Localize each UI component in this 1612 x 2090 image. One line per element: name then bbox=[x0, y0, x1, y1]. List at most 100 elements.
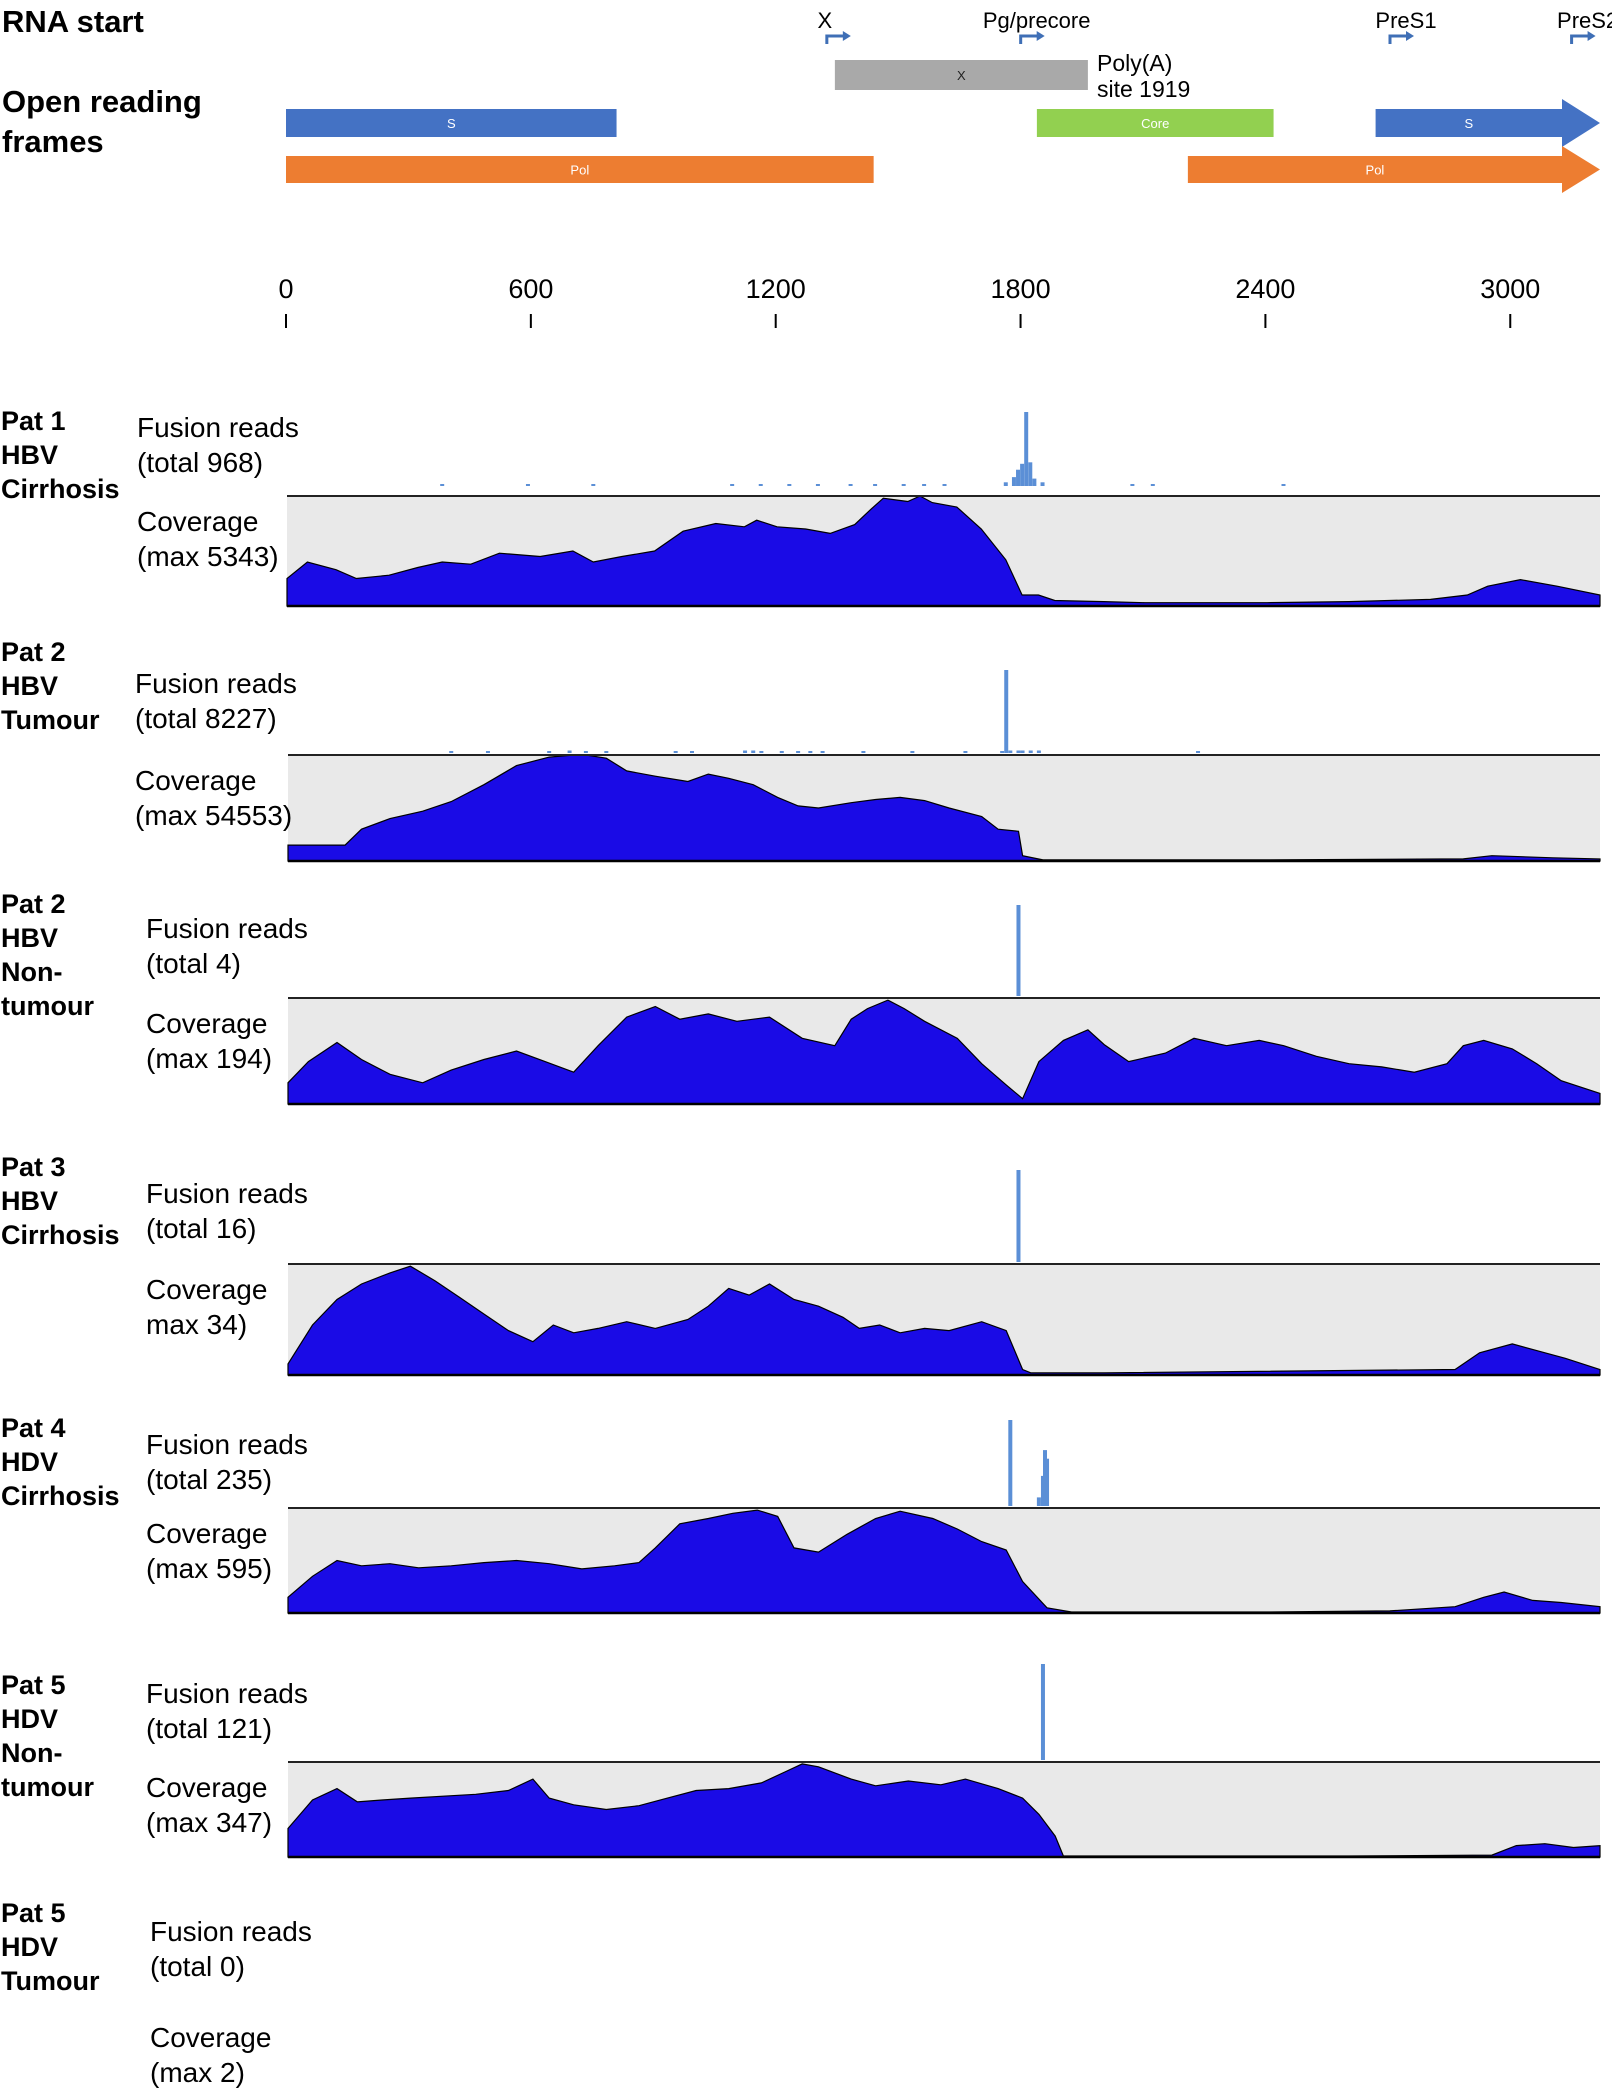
coverage-label-line: Coverage bbox=[146, 1772, 268, 1803]
coverage-label-line: Coverage bbox=[146, 1274, 268, 1305]
fusion-reads-label-line: Fusion reads bbox=[150, 1916, 312, 1947]
fusion-bar-0-15 bbox=[1020, 463, 1025, 486]
axis-tick-label-0: 0 bbox=[278, 274, 293, 304]
fusion-bar-4-1 bbox=[1036, 1497, 1041, 1506]
fusion-bar-0-6 bbox=[815, 484, 820, 486]
fusion-bar-1-17 bbox=[963, 751, 968, 753]
sample-label-line: Pat 1 bbox=[1, 406, 66, 436]
fusion-reads-label-4: Fusion reads (total 235) bbox=[146, 1427, 308, 1497]
orf-label-pol-5: Pol bbox=[1366, 163, 1385, 178]
coverage-label-line: (max 54553) bbox=[135, 800, 293, 831]
fusion-bar-0-0 bbox=[440, 484, 445, 486]
rna-start-arrow-1 bbox=[1019, 34, 1039, 44]
sample-label-line: Pat 3 bbox=[1, 1152, 66, 1182]
sample-label-4: Pat 4 HDV Cirrhosis bbox=[1, 1411, 120, 1513]
fusion-bar-0-8 bbox=[873, 484, 878, 486]
fusion-bar-0-3 bbox=[730, 484, 735, 486]
fusion-bar-0-10 bbox=[922, 484, 927, 486]
sample-label-line: HDV bbox=[1, 1447, 59, 1477]
fusion-reads-label-6: Fusion reads (total 0) bbox=[150, 1914, 312, 1984]
fusion-bar-0-21 bbox=[1150, 484, 1155, 486]
rna-start-label-0: X bbox=[817, 8, 832, 33]
sample-label-line: Tumour bbox=[1, 705, 100, 735]
fusion-bar-0-20 bbox=[1130, 484, 1135, 486]
rna-start-arrow-3 bbox=[1570, 34, 1590, 44]
fusion-bar-4-0 bbox=[1008, 1420, 1013, 1506]
orf-title: Open reading frames bbox=[2, 82, 202, 162]
fusion-bar-1-25 bbox=[1196, 751, 1201, 753]
fusion-reads-label-3: Fusion reads (total 16) bbox=[146, 1176, 308, 1246]
fusion-reads-label-line: (total 235) bbox=[146, 1464, 273, 1495]
fusion-bar-0-18 bbox=[1032, 478, 1037, 486]
coverage-area-4 bbox=[287, 1509, 1601, 1614]
sample-label-line: Pat 2 bbox=[1, 637, 66, 667]
coverage-label-0: Coverage (max 5343) bbox=[137, 504, 279, 574]
fusion-bar-5-0 bbox=[1040, 1664, 1045, 1760]
sample-label-line: Pat 5 bbox=[1, 1898, 66, 1928]
fusion-reads-label-line: Fusion reads bbox=[137, 412, 299, 443]
rna-start-arrowhead-0 bbox=[842, 31, 851, 41]
fusion-bar-1-12 bbox=[796, 751, 801, 753]
fusion-bar-4-2 bbox=[1040, 1475, 1045, 1506]
fusion-bar-3-0 bbox=[1016, 1170, 1021, 1262]
fusion-bar-1-13 bbox=[808, 751, 813, 753]
sample-label-line: HBV bbox=[1, 1186, 59, 1216]
orf-label-s-0: S bbox=[447, 116, 456, 131]
rna-start-arrow-2 bbox=[1388, 34, 1408, 44]
rna-start-label-2: PreS1 bbox=[1375, 8, 1436, 33]
coverage-label-line: (max 5343) bbox=[137, 541, 279, 572]
fusion-bar-0-7 bbox=[848, 484, 853, 486]
fusion-bar-1-14 bbox=[820, 751, 825, 753]
sample-label-line: Pat 5 bbox=[1, 1670, 66, 1700]
coverage-label-line: (max 2) bbox=[150, 2057, 245, 2088]
fusion-bar-1-10 bbox=[759, 751, 764, 753]
orf-title-line2: frames bbox=[2, 124, 104, 159]
fusion-bar-1-23 bbox=[1028, 750, 1033, 753]
fusion-reads-label-line: Fusion reads bbox=[146, 1678, 308, 1709]
fusion-bar-1-19 bbox=[1004, 670, 1009, 753]
coverage-label-1: Coverage (max 54553) bbox=[135, 763, 292, 833]
polya-line1: Poly(A) bbox=[1097, 50, 1173, 76]
fusion-bar-1-2 bbox=[547, 751, 552, 753]
fusion-reads-label-1: Fusion reads (total 8227) bbox=[135, 666, 297, 736]
rna-start-label-1: Pg/precore bbox=[983, 8, 1091, 33]
rna-start-arrowhead-1 bbox=[1036, 31, 1045, 41]
axis-tick-label-600: 600 bbox=[508, 274, 553, 304]
coverage-label-line: (max 595) bbox=[146, 1553, 273, 1584]
sample-label-line: tumour bbox=[1, 991, 94, 1021]
coverage-label-line: Coverage bbox=[150, 2022, 272, 2053]
orf-label-x-2: X bbox=[957, 68, 966, 83]
fusion-bar-1-8 bbox=[743, 750, 748, 753]
orf-bar-s-4 bbox=[1375, 99, 1600, 147]
sample-label-6: Pat 5 HDV Tumour bbox=[1, 1896, 99, 1998]
coverage-label-3: Coverage max 34) bbox=[146, 1272, 267, 1342]
fusion-bar-0-5 bbox=[787, 484, 792, 486]
fusion-bar-0-1 bbox=[525, 484, 530, 486]
coverage-label-line: Coverage bbox=[146, 1518, 268, 1549]
orf-bar-pol-5 bbox=[1187, 146, 1600, 193]
fusion-bar-4-3 bbox=[1043, 1450, 1048, 1506]
polya-site-label: Poly(A) site 1919 bbox=[1097, 50, 1190, 102]
rna-start-arrowhead-3 bbox=[1587, 31, 1596, 41]
fusion-bar-1-22 bbox=[1020, 750, 1025, 753]
fusion-reads-label-line: (total 121) bbox=[146, 1713, 273, 1744]
coverage-label-4: Coverage (max 595) bbox=[146, 1516, 272, 1586]
sample-label-5: Pat 5 HDV Non-tumour bbox=[1, 1668, 94, 1804]
fusion-bar-4-4 bbox=[1045, 1458, 1050, 1506]
fusion-bar-0-19 bbox=[1040, 482, 1045, 486]
axis-tick-label-2400: 2400 bbox=[1235, 274, 1295, 304]
orf-label-core-3: Core bbox=[1141, 116, 1169, 131]
coverage-label-line: Coverage bbox=[137, 506, 259, 537]
fusion-bar-1-3 bbox=[567, 750, 572, 753]
sample-label-line: HBV bbox=[1, 923, 59, 953]
coverage-area-2 bbox=[287, 999, 1601, 1105]
fusion-reads-label-line: Fusion reads bbox=[146, 913, 308, 944]
fusion-bar-1-0 bbox=[449, 751, 454, 753]
fusion-bar-0-12 bbox=[1003, 482, 1008, 486]
fusion-bar-0-16 bbox=[1024, 412, 1029, 486]
fusion-reads-label-0: Fusion reads (total 968) bbox=[137, 410, 299, 480]
fusion-reads-label-line: (total 0) bbox=[150, 1951, 245, 1982]
coverage-area-5 bbox=[287, 1763, 1601, 1858]
